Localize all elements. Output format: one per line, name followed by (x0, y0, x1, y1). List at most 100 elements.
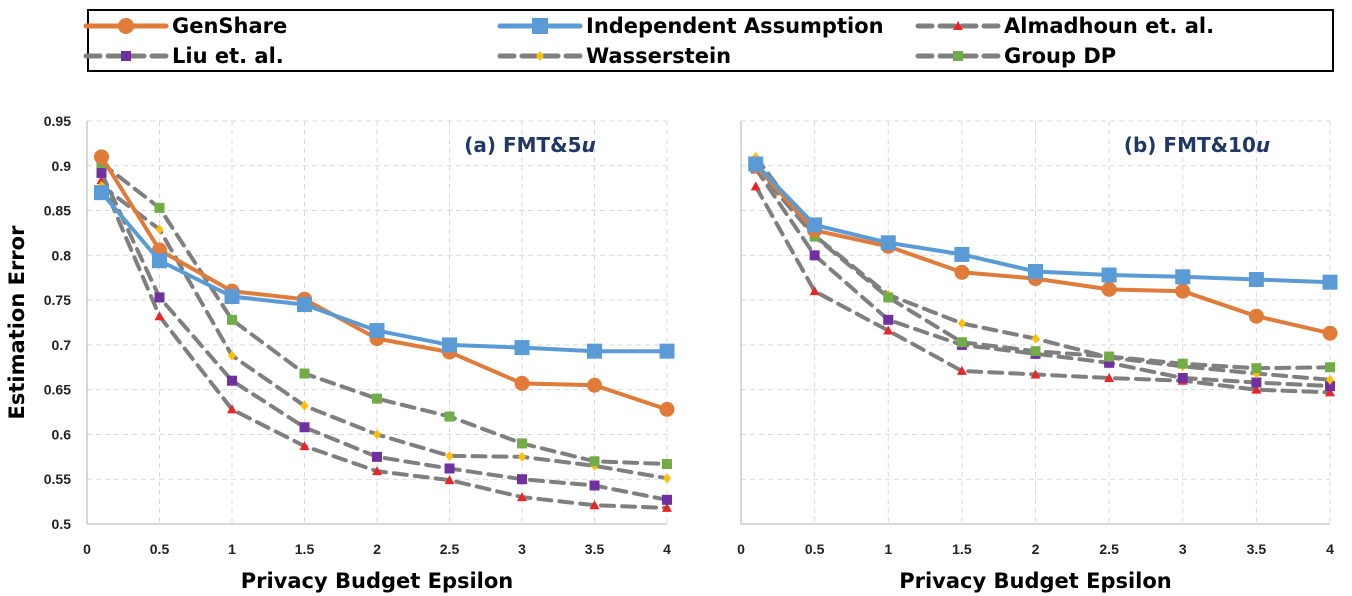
x-tick-label: 0.5 (150, 541, 170, 557)
data-point (154, 311, 165, 321)
series-almadhoun-et-al (96, 175, 672, 512)
data-point (1101, 267, 1117, 283)
data-point (587, 343, 602, 359)
legend-entry-group-dp: Group DP (915, 44, 1116, 68)
x-tick-label: 2.5 (1099, 541, 1119, 557)
data-point (1248, 308, 1264, 324)
legend-box (87, 9, 1334, 72)
data-point (659, 343, 675, 359)
data-point (369, 323, 385, 339)
x-tick-label: 0 (83, 541, 91, 557)
x-tick-label: 2 (1032, 541, 1040, 557)
data-point (956, 365, 967, 375)
data-point (1322, 274, 1338, 290)
x-tick-label: 4 (1326, 541, 1334, 557)
legend-entry-wasserstein: Wasserstein (497, 44, 731, 68)
data-point (227, 404, 237, 414)
x-tick-label: 4 (663, 541, 671, 557)
data-point (1325, 381, 1335, 392)
legend-marker (536, 51, 544, 61)
x-tick-label: 0.5 (805, 541, 825, 557)
data-point (96, 167, 107, 178)
legend-entry-genshare: GenShare (83, 14, 287, 38)
data-point (444, 463, 455, 474)
y-tick-label: 0.8 (52, 247, 72, 263)
series-line (99, 154, 669, 412)
data-point (373, 429, 381, 440)
data-point (1251, 384, 1262, 394)
data-point (442, 337, 457, 353)
panel-b: 0 0.5 1 1.5 2 2.5 3 3.5 4 Privacy Budget Epsilon (… (737, 120, 1338, 593)
series-line (753, 166, 1332, 389)
data-point (224, 289, 240, 305)
data-point (1175, 283, 1191, 299)
data-point (514, 375, 530, 391)
data-point (444, 411, 455, 422)
data-point (1028, 263, 1043, 279)
x-axis-title: Privacy Budget Epsilon (899, 569, 1172, 593)
data-point (517, 492, 527, 502)
x-tick-label: 1 (228, 541, 236, 557)
data-point (445, 450, 454, 461)
legend-label: Liu et. al. (172, 44, 284, 68)
data-point (300, 400, 309, 411)
legend-marker (953, 51, 963, 61)
data-point (444, 475, 455, 485)
y-tick-label: 0.55 (44, 471, 71, 487)
data-point (662, 494, 672, 505)
data-point (807, 217, 823, 233)
legend-label: Almadhoun et. al. (1004, 14, 1214, 38)
data-point (1030, 346, 1041, 357)
x-tick-label: 3 (518, 541, 526, 557)
data-point (227, 375, 237, 386)
data-point (659, 401, 675, 417)
data-point (663, 473, 671, 484)
data-point (954, 264, 970, 280)
data-point (297, 297, 312, 313)
data-point (372, 466, 382, 476)
y-axis-title: Estimation Error (5, 225, 29, 420)
data-point (154, 202, 165, 213)
data-point (155, 224, 164, 235)
data-point (1326, 374, 1334, 385)
data-point (299, 441, 310, 451)
data-point (1248, 272, 1264, 288)
data-point (954, 246, 970, 262)
data-point (589, 500, 600, 510)
data-point (1031, 333, 1040, 344)
panel-a: 0 0.5 1 1.5 2 2.5 3 3.5 4 0.5 0.55 0.6 0.65 0.7 0.75 0.… (5, 113, 675, 593)
y-tick-label: 0.85 (44, 203, 71, 219)
data-point (1104, 373, 1115, 383)
data-point (154, 292, 165, 303)
data-point (228, 350, 236, 361)
y-tick-label: 0.95 (44, 113, 71, 129)
legend-marker (532, 18, 548, 34)
data-point (1325, 362, 1335, 373)
legend-label: Independent Assumption (586, 14, 884, 38)
data-point (809, 250, 820, 261)
x-tick-label: 3.5 (1247, 541, 1267, 557)
x-tick-label: 3.5 (585, 541, 605, 557)
data-point (372, 451, 382, 462)
y-tick-label: 0.5 (52, 516, 72, 532)
series-line (753, 184, 1332, 395)
data-point (152, 253, 167, 269)
data-point (517, 474, 527, 485)
panel-title: (a) FMT&5u (464, 133, 596, 157)
data-point (372, 393, 382, 404)
data-point (880, 235, 896, 251)
data-point (518, 451, 526, 462)
legend-entry-independent-assumption: Independent Assumption (497, 14, 884, 38)
y-tick-label: 0.6 (52, 426, 72, 442)
data-point (299, 368, 310, 379)
data-point (587, 377, 602, 393)
series-line (753, 163, 1332, 336)
data-point (1175, 269, 1191, 285)
x-tick-label: 2.5 (440, 541, 460, 557)
legend-entry-liu-et-al: Liu et. al. (83, 44, 284, 68)
data-point (662, 458, 672, 469)
data-point (1177, 358, 1188, 369)
x-tick-label: 2 (373, 541, 381, 557)
series-independent-assumption (94, 185, 675, 359)
